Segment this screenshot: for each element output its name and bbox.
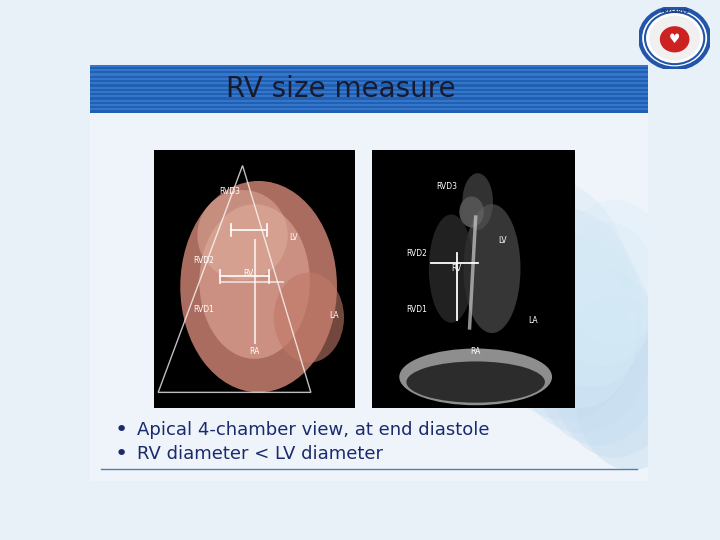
Text: RVD3: RVD3 [436, 181, 457, 191]
Ellipse shape [199, 204, 310, 359]
Bar [90, 78, 648, 80]
Text: RVD3: RVD3 [220, 187, 240, 196]
Text: RV size measure: RV size measure [226, 75, 456, 103]
Bar [90, 82, 648, 84]
Bar [90, 106, 648, 108]
Bar [372, 150, 575, 408]
Bar [90, 65, 648, 67]
Ellipse shape [429, 214, 474, 323]
Text: •: • [115, 443, 128, 463]
Ellipse shape [462, 173, 493, 230]
Text: PRESERVE: PRESERVE [660, 10, 689, 15]
Text: RV: RV [243, 269, 253, 278]
Ellipse shape [531, 266, 665, 445]
Circle shape [650, 16, 699, 60]
Ellipse shape [575, 325, 687, 470]
Text: RVD2: RVD2 [194, 256, 215, 265]
Ellipse shape [526, 262, 636, 408]
Text: LA: LA [528, 316, 539, 325]
Ellipse shape [559, 200, 670, 346]
Ellipse shape [406, 361, 545, 403]
Ellipse shape [553, 295, 676, 458]
Bar [90, 95, 648, 97]
Text: •: • [115, 420, 128, 440]
Bar [90, 86, 648, 89]
Bar [90, 80, 648, 82]
Text: LA: LA [329, 310, 338, 320]
Text: ♥: ♥ [669, 33, 680, 46]
Text: RVD2: RVD2 [406, 248, 427, 258]
Bar [90, 89, 648, 91]
Ellipse shape [536, 241, 648, 387]
Ellipse shape [400, 348, 552, 405]
Bar [90, 102, 648, 104]
Text: RA: RA [249, 347, 260, 356]
Ellipse shape [548, 221, 660, 366]
Text: Apical 4-chamber view, at end diastole: Apical 4-chamber view, at end diastole [138, 421, 490, 439]
Text: RV: RV [451, 264, 462, 273]
Ellipse shape [486, 208, 642, 420]
Bar [90, 104, 648, 106]
Text: RVD1: RVD1 [194, 306, 215, 314]
Circle shape [660, 27, 689, 52]
Ellipse shape [464, 179, 631, 408]
Text: RV diameter < LV diameter: RV diameter < LV diameter [138, 444, 384, 463]
Bar [90, 73, 648, 76]
Ellipse shape [508, 238, 654, 433]
Bar [90, 71, 648, 73]
Text: RVD1: RVD1 [406, 306, 427, 314]
Ellipse shape [197, 190, 288, 280]
Text: LV: LV [289, 233, 297, 242]
Circle shape [640, 8, 709, 69]
Ellipse shape [180, 181, 337, 393]
Bar [90, 84, 648, 86]
Bar [90, 93, 648, 95]
Bar [90, 67, 648, 69]
Ellipse shape [464, 204, 521, 333]
Ellipse shape [459, 197, 484, 227]
Text: RA: RA [470, 347, 481, 356]
Bar [90, 97, 648, 99]
Text: LV: LV [498, 236, 507, 245]
Ellipse shape [274, 273, 344, 363]
Bar [154, 150, 355, 408]
Bar [90, 69, 648, 71]
Bar [90, 108, 648, 111]
Bar [90, 91, 648, 93]
Bar [90, 99, 648, 102]
Bar [90, 76, 648, 78]
Bar [90, 111, 648, 113]
